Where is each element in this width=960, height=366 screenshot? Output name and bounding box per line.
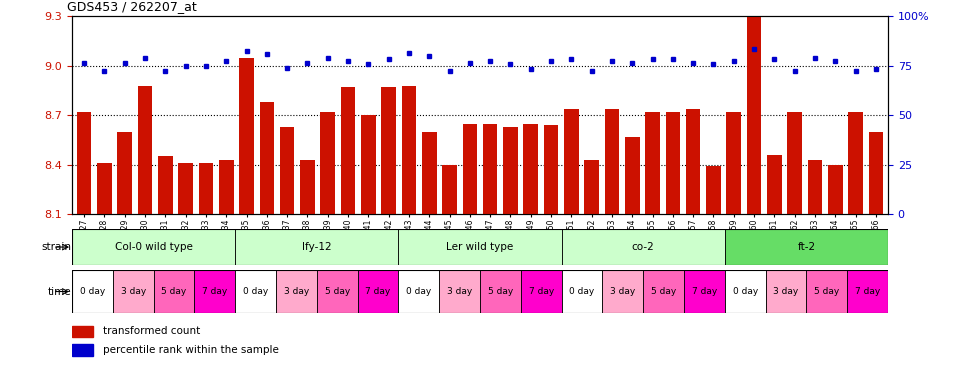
Bar [543, 125, 559, 214]
Bar [77, 112, 91, 214]
Bar [138, 86, 153, 214]
Bar [645, 112, 660, 214]
Text: transformed count: transformed count [103, 326, 200, 336]
Text: strain: strain [41, 242, 71, 252]
Bar [398, 270, 440, 313]
Text: 3 day: 3 day [121, 287, 146, 296]
Bar [806, 270, 848, 313]
Text: 3 day: 3 day [447, 287, 472, 296]
Bar [463, 123, 477, 214]
Bar [562, 229, 725, 265]
Text: 5 day: 5 day [488, 287, 513, 296]
Bar [422, 132, 437, 214]
Bar [869, 132, 883, 214]
Bar [154, 270, 195, 313]
Text: 5 day: 5 day [161, 287, 186, 296]
Bar [848, 270, 888, 313]
Bar [194, 270, 235, 313]
Bar [179, 163, 193, 214]
Bar [562, 270, 603, 313]
Bar [443, 165, 457, 214]
Bar [828, 165, 843, 214]
Bar [503, 127, 517, 214]
Text: ft-2: ft-2 [798, 242, 815, 252]
Bar [321, 112, 335, 214]
Bar [398, 229, 562, 265]
Bar [684, 270, 725, 313]
Text: 0 day: 0 day [80, 287, 105, 296]
Text: 7 day: 7 day [855, 287, 880, 296]
Text: 5 day: 5 day [814, 287, 839, 296]
Bar [113, 270, 154, 313]
Text: 3 day: 3 day [611, 287, 636, 296]
Text: 7 day: 7 day [692, 287, 717, 296]
Bar [199, 163, 213, 214]
Bar [361, 115, 375, 214]
Text: 3 day: 3 day [284, 287, 309, 296]
Text: Col-0 wild type: Col-0 wild type [114, 242, 193, 252]
Bar [401, 86, 417, 214]
Bar [158, 156, 173, 214]
Bar [276, 270, 317, 313]
Bar [727, 112, 741, 214]
Bar [280, 127, 295, 214]
Text: percentile rank within the sample: percentile rank within the sample [103, 345, 278, 355]
Bar [300, 160, 315, 214]
Bar [317, 270, 357, 313]
Bar [341, 87, 355, 214]
Bar [480, 270, 521, 313]
Text: 5 day: 5 day [651, 287, 676, 296]
Bar [766, 270, 806, 313]
Bar [235, 270, 276, 313]
Bar [72, 325, 93, 337]
Text: 0 day: 0 day [732, 287, 757, 296]
Bar [440, 270, 480, 313]
Bar [725, 270, 766, 313]
Bar [219, 160, 233, 214]
Bar [707, 166, 721, 214]
Bar [72, 344, 93, 356]
Bar [725, 229, 888, 265]
Text: Ler wild type: Ler wild type [446, 242, 514, 252]
Text: 0 day: 0 day [406, 287, 431, 296]
Bar [523, 123, 538, 214]
Bar [259, 102, 275, 214]
Bar [787, 112, 802, 214]
Bar [643, 270, 684, 313]
Bar [807, 160, 822, 214]
Bar [381, 87, 396, 214]
Text: GDS453 / 262207_at: GDS453 / 262207_at [67, 0, 197, 13]
Bar [603, 270, 643, 313]
Text: co-2: co-2 [632, 242, 655, 252]
Bar [585, 160, 599, 214]
Bar [767, 155, 781, 214]
Bar [685, 109, 701, 214]
Bar [747, 16, 761, 214]
Text: 0 day: 0 day [569, 287, 594, 296]
Bar [564, 109, 579, 214]
Bar [665, 112, 680, 214]
Text: lfy-12: lfy-12 [302, 242, 331, 252]
Bar [117, 132, 132, 214]
Text: 5 day: 5 day [324, 287, 349, 296]
Bar [97, 163, 111, 214]
Bar [625, 137, 639, 214]
Bar [357, 270, 398, 313]
Text: 3 day: 3 day [774, 287, 799, 296]
Text: 7 day: 7 day [529, 287, 554, 296]
Text: 7 day: 7 day [366, 287, 391, 296]
Bar [521, 270, 562, 313]
Bar [239, 57, 253, 214]
Bar [605, 109, 619, 214]
Text: 7 day: 7 day [203, 287, 228, 296]
Text: time: time [47, 287, 71, 296]
Bar [483, 123, 497, 214]
Bar [72, 270, 113, 313]
Text: 0 day: 0 day [243, 287, 268, 296]
Bar [235, 229, 398, 265]
Bar [849, 112, 863, 214]
Bar [72, 229, 235, 265]
